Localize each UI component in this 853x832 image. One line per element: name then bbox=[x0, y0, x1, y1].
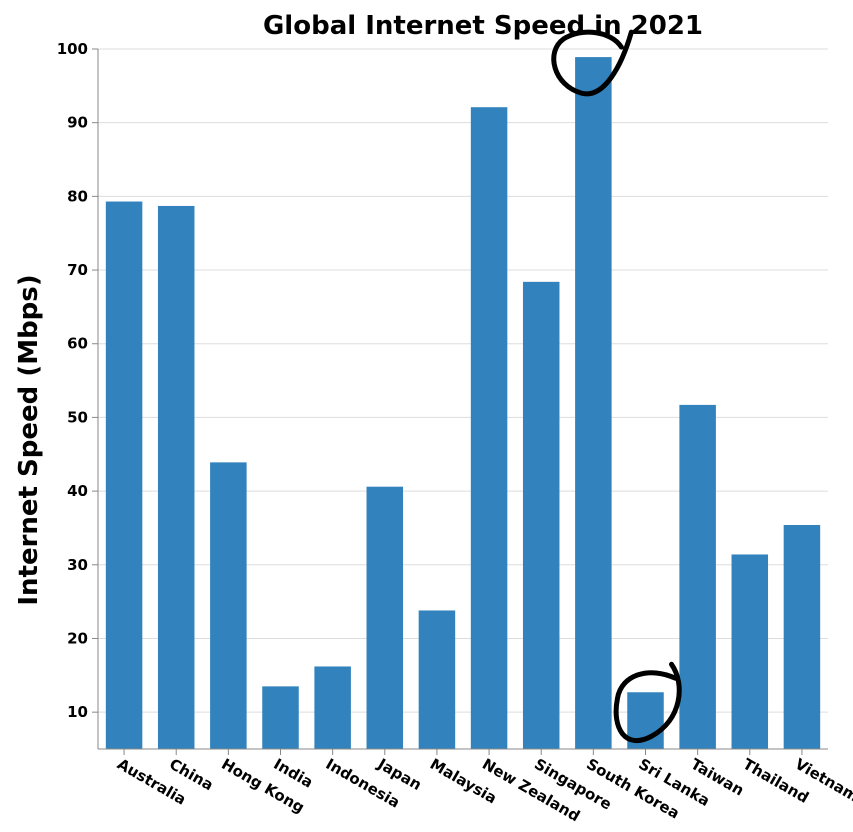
y-tick-label-70: 70 bbox=[67, 261, 88, 279]
annotation-circle-south-korea bbox=[551, 29, 634, 97]
annotations bbox=[551, 29, 682, 744]
bar-taiwan bbox=[679, 404, 716, 749]
bar-new-zealand bbox=[470, 107, 508, 750]
bar-china bbox=[157, 205, 195, 749]
grid-lines bbox=[98, 48, 828, 713]
bar-singapore bbox=[522, 281, 560, 749]
bar-indonesia bbox=[314, 666, 351, 749]
y-tick-label-90: 90 bbox=[67, 114, 88, 132]
y-tick-label-50: 50 bbox=[67, 408, 88, 426]
y-tick-label-60: 60 bbox=[67, 335, 88, 353]
chart-title: Global Internet Speed in 2021 bbox=[263, 11, 703, 41]
bar-japan bbox=[366, 486, 404, 749]
y-axis-ticks: 10 20 30 40 50 60 70 80 90 100 bbox=[57, 40, 98, 721]
y-tick-label-100: 100 bbox=[57, 40, 88, 58]
annotation-circle-sri-lanka bbox=[613, 661, 682, 744]
y-tick-label-20: 20 bbox=[67, 629, 88, 647]
bar-vietnam bbox=[783, 525, 821, 749]
y-tick-label-10: 10 bbox=[67, 703, 88, 721]
axes bbox=[97, 49, 828, 750]
bar-south-korea bbox=[575, 57, 612, 749]
y-tick-label-30: 30 bbox=[67, 556, 88, 574]
bar-india bbox=[262, 686, 299, 749]
y-tick-label-40: 40 bbox=[67, 482, 88, 500]
bar-thailand bbox=[731, 554, 769, 749]
y-axis-title: Internet Speed (Mbps) bbox=[14, 274, 44, 605]
bars bbox=[105, 57, 821, 750]
y-tick-label-80: 80 bbox=[67, 187, 88, 205]
bar-malaysia bbox=[418, 610, 456, 749]
bar-hong-kong bbox=[210, 462, 247, 749]
bar-australia bbox=[105, 201, 143, 750]
